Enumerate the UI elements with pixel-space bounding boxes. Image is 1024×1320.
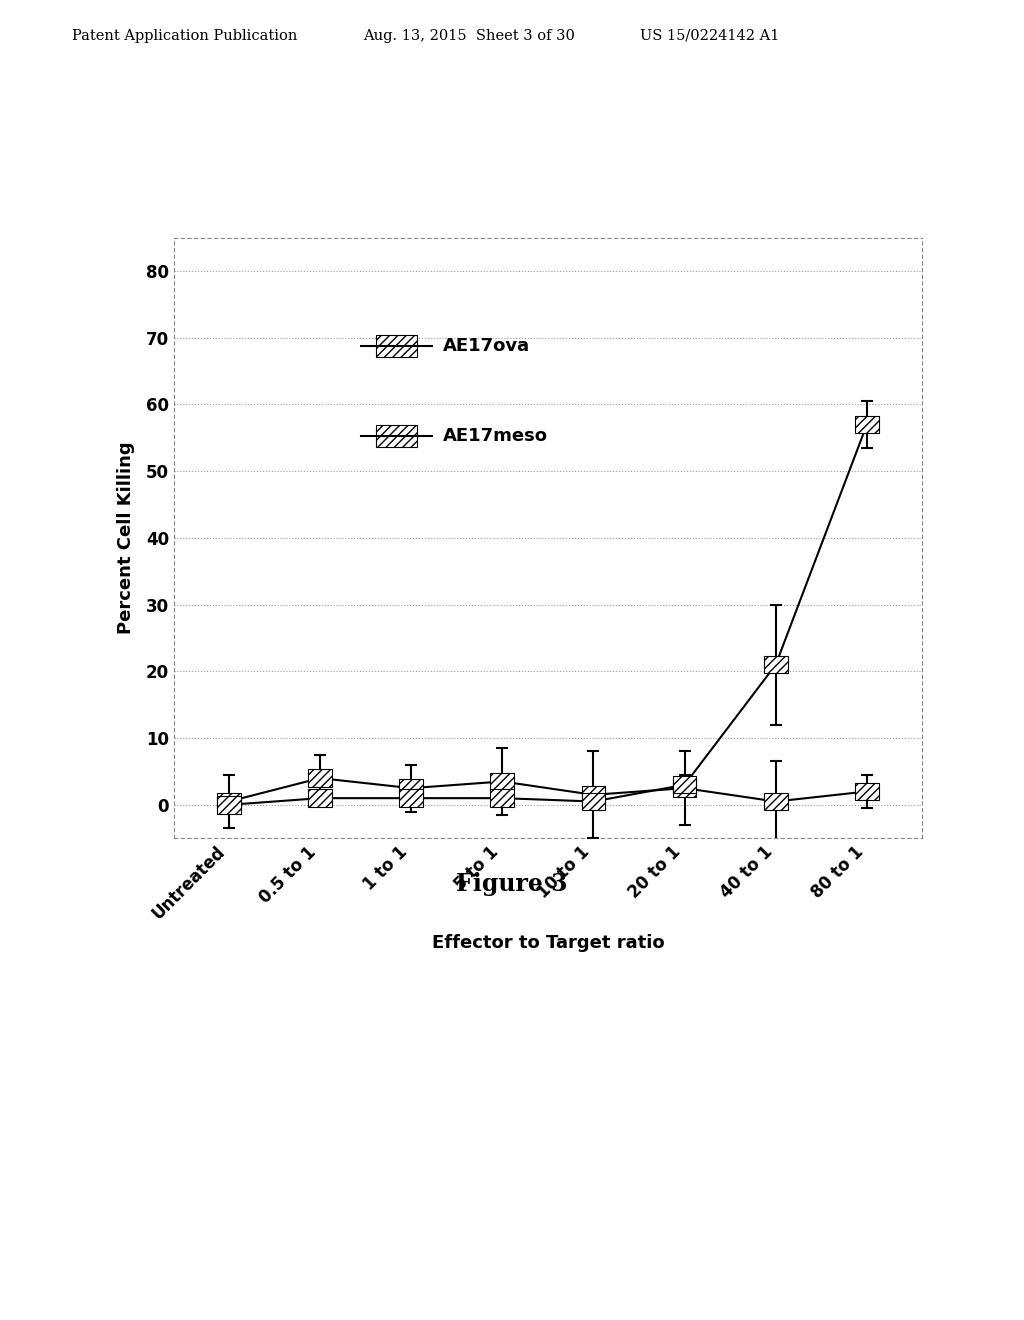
Y-axis label: Percent Cell Killing: Percent Cell Killing	[117, 442, 135, 634]
Bar	[855, 783, 879, 800]
Bar	[308, 770, 332, 787]
Bar	[376, 335, 417, 356]
Bar	[764, 793, 787, 810]
Text: Patent Application Publication: Patent Application Publication	[72, 29, 297, 42]
Bar	[217, 796, 241, 813]
Bar	[582, 793, 605, 810]
Bar	[490, 772, 514, 791]
Bar	[308, 789, 332, 807]
Text: Aug. 13, 2015  Sheet 3 of 30: Aug. 13, 2015 Sheet 3 of 30	[364, 29, 575, 42]
Bar	[490, 789, 514, 807]
Bar	[399, 789, 423, 807]
Text: US 15/0224142 A1: US 15/0224142 A1	[640, 29, 779, 42]
Bar	[217, 793, 241, 810]
Bar	[582, 787, 605, 804]
Bar	[376, 425, 417, 446]
Bar	[673, 780, 696, 797]
Bar	[855, 416, 879, 433]
Bar	[764, 656, 787, 673]
Text: AE17meso: AE17meso	[443, 426, 548, 445]
Bar	[399, 780, 423, 797]
Text: AE17ova: AE17ova	[443, 337, 530, 355]
Bar	[673, 776, 696, 793]
Text: Figure 3: Figure 3	[457, 873, 567, 896]
X-axis label: Effector to Target ratio: Effector to Target ratio	[431, 935, 665, 952]
